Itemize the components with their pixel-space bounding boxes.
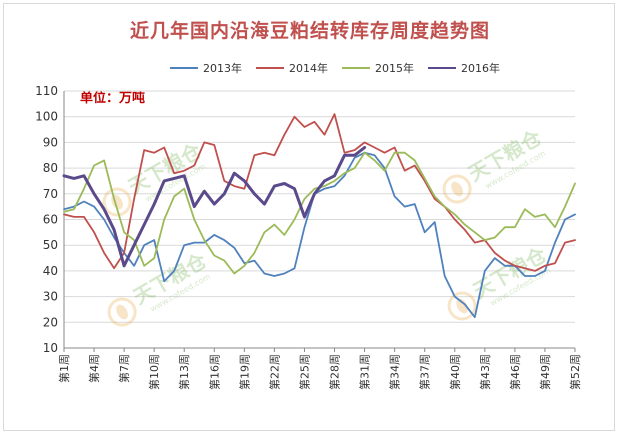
x-tick-label: 第7周 xyxy=(117,354,131,383)
y-tick-label: 80 xyxy=(43,161,58,175)
x-tick-label: 第22周 xyxy=(267,354,281,390)
y-tick-label: 20 xyxy=(43,315,58,329)
x-tick-label: 第43周 xyxy=(478,354,492,390)
x-tick-label: 第4周 xyxy=(87,354,101,383)
x-tick-label: 第10周 xyxy=(147,354,161,390)
unit-label: 单位：万吨 xyxy=(80,91,146,106)
x-tick-label: 第37周 xyxy=(418,354,432,390)
x-tick-label: 第34周 xyxy=(388,354,402,390)
grain-logo-icon xyxy=(456,298,468,314)
x-tick-label: 第40周 xyxy=(448,354,462,390)
grain-logo-icon xyxy=(116,304,128,320)
chart-title: 近几年国内沿海豆粕结转库存周度趋势图 xyxy=(129,20,490,42)
legend-item: 2016年 xyxy=(428,60,500,76)
x-tick-label: 第31周 xyxy=(358,354,372,390)
y-tick-label: 50 xyxy=(43,238,58,252)
y-tick-label: 110 xyxy=(35,84,58,98)
y-tick-labels: 10 20 30 40 50 60 70 80 90 100 110 xyxy=(35,84,58,355)
legend-swatch xyxy=(342,67,370,69)
y-tick-label: 70 xyxy=(43,187,58,201)
chart-frame xyxy=(3,3,615,431)
y-tick-label: 40 xyxy=(43,264,58,278)
legend-swatch xyxy=(428,67,456,69)
x-tick-label: 第46周 xyxy=(508,354,522,390)
grain-logo-icon xyxy=(442,174,472,204)
x-tick-label: 第13周 xyxy=(177,354,191,390)
legend-swatch xyxy=(256,67,284,69)
legend-swatch xyxy=(170,67,198,69)
legend-label: 2016年 xyxy=(461,62,500,75)
grain-logo-icon xyxy=(447,291,477,321)
y-tick-label: 100 xyxy=(35,110,58,124)
grain-logo-icon xyxy=(451,181,463,197)
y-tick-label: 90 xyxy=(43,135,58,149)
series-line xyxy=(62,146,367,268)
legend-label: 2015年 xyxy=(375,62,414,75)
x-tick-label: 第1周 xyxy=(57,354,71,383)
axes xyxy=(63,91,575,349)
legend: 2013年 2014年 2015年 2016年 xyxy=(170,60,514,76)
x-tick-label: 第49周 xyxy=(538,354,552,390)
y-tick-label: 30 xyxy=(43,290,58,304)
y-tick-label: 10 xyxy=(43,341,58,355)
x-tick-label: 第16周 xyxy=(207,354,221,390)
legend-item: 2014年 xyxy=(256,60,328,76)
legend-item: 2015年 xyxy=(342,60,414,76)
x-tick-label: 第28周 xyxy=(328,354,342,390)
grain-logo-icon xyxy=(107,297,137,327)
series-line xyxy=(63,151,576,319)
legend-label: 2014年 xyxy=(289,62,328,75)
x-tick-label: 第19周 xyxy=(237,354,251,390)
series-lines xyxy=(62,113,576,319)
x-tick-labels: 第1周 第4周 第7周 第10周 第13周 第16周 第19周 第22周 第25周 第28周 第31… xyxy=(57,348,582,390)
legend-label: 2013年 xyxy=(203,62,242,75)
grain-logo-icon xyxy=(102,187,132,217)
x-tick-label: 第25周 xyxy=(297,354,311,390)
series-line xyxy=(63,113,576,272)
legend-item: 2013年 xyxy=(170,60,242,76)
x-tick-label: 第52周 xyxy=(568,354,582,390)
y-tick-label: 60 xyxy=(43,213,58,227)
